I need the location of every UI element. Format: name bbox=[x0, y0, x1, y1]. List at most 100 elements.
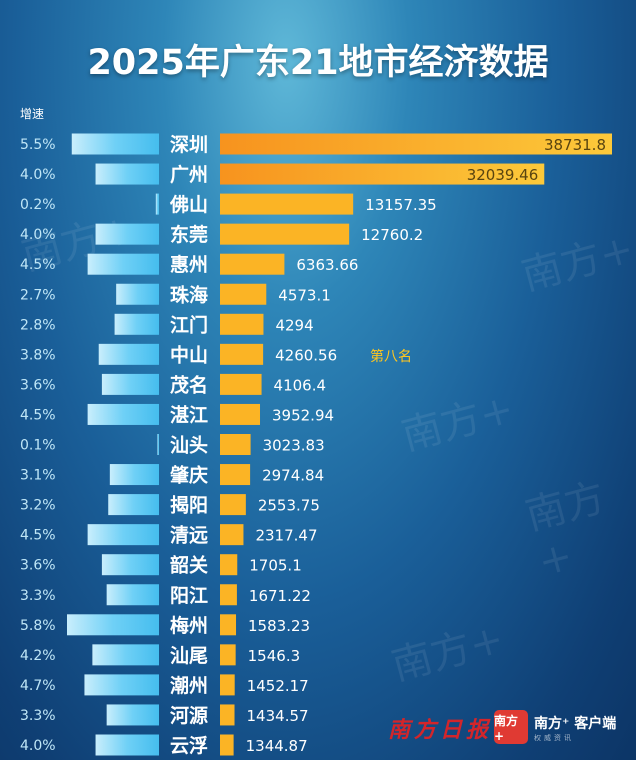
gdp-bar bbox=[220, 524, 244, 546]
growth-bar bbox=[87, 253, 159, 275]
gdp-value-label: 2553.75 bbox=[258, 497, 320, 515]
growth-label: 3.6% bbox=[20, 558, 56, 574]
growth-bar bbox=[87, 403, 159, 425]
gdp-bar bbox=[220, 734, 234, 756]
city-label: 江门 bbox=[170, 313, 208, 336]
gdp-value-label: 1546.3 bbox=[248, 647, 300, 665]
city-label: 梅州 bbox=[170, 614, 208, 637]
gdp-bar bbox=[220, 644, 236, 666]
growth-label: 3.3% bbox=[20, 588, 56, 604]
gdp-bar bbox=[220, 193, 354, 215]
city-label: 广州 bbox=[170, 163, 208, 186]
city-label: 清远 bbox=[170, 524, 208, 547]
growth-label: 4.2% bbox=[20, 648, 56, 664]
growth-label: 5.5% bbox=[20, 137, 56, 153]
growth-label: 4.7% bbox=[20, 678, 56, 694]
annotation-rank: 第八名 bbox=[370, 349, 412, 365]
gdp-bar bbox=[220, 223, 350, 245]
gdp-value-label: 4573.1 bbox=[278, 286, 331, 304]
city-label: 茂名 bbox=[170, 373, 208, 396]
growth-bar bbox=[67, 614, 159, 636]
growth-bar bbox=[116, 283, 159, 305]
growth-label: 0.2% bbox=[20, 197, 56, 213]
growth-bar bbox=[87, 524, 159, 546]
growth-label: 4.0% bbox=[20, 227, 56, 243]
growth-column-header: 增速 bbox=[20, 107, 45, 121]
gdp-bar bbox=[220, 584, 237, 606]
growth-bar bbox=[71, 133, 159, 155]
gdp-bar bbox=[220, 343, 264, 365]
growth-bar bbox=[92, 644, 159, 666]
city-label: 佛山 bbox=[169, 193, 208, 216]
gdp-value-label: 1583.23 bbox=[248, 617, 310, 635]
gdp-value-label: 4260.56 bbox=[275, 346, 337, 364]
gdp-value-label: 1705.1 bbox=[249, 557, 302, 575]
gdp-bar bbox=[220, 674, 235, 696]
city-label: 汕头 bbox=[170, 435, 208, 457]
gdp-bar bbox=[220, 614, 237, 636]
growth-bar bbox=[109, 464, 159, 486]
gdp-value-label: 1671.22 bbox=[249, 587, 311, 605]
city-label: 惠州 bbox=[170, 254, 208, 276]
growth-bar bbox=[157, 434, 159, 455]
gdp-value-label: 32039.46 bbox=[467, 166, 539, 184]
growth-bar bbox=[106, 584, 159, 606]
gdp-bar bbox=[220, 373, 262, 395]
gdp-value-label: 1434.57 bbox=[247, 707, 309, 725]
nanfang-plus-client-label: 南方⁺ 客户端 bbox=[534, 716, 617, 732]
growth-bar bbox=[95, 163, 159, 185]
nanfang-plus-slogan: 权威资讯 bbox=[534, 734, 574, 742]
gdp-value-label: 2317.47 bbox=[255, 527, 317, 545]
growth-bar bbox=[101, 554, 159, 576]
growth-bar bbox=[98, 343, 159, 365]
city-label: 东莞 bbox=[170, 223, 208, 246]
city-label: 云浮 bbox=[170, 734, 208, 757]
gdp-value-label: 1344.87 bbox=[246, 737, 308, 755]
city-label: 深圳 bbox=[170, 133, 208, 156]
growth-bar bbox=[101, 373, 159, 395]
gdp-bar bbox=[220, 253, 285, 275]
growth-bar bbox=[95, 734, 159, 756]
growth-label: 4.5% bbox=[20, 407, 56, 423]
gdp-bar bbox=[220, 163, 545, 185]
city-label: 中山 bbox=[170, 343, 208, 366]
gdp-value-label: 3952.94 bbox=[272, 406, 334, 424]
gdp-bar bbox=[220, 554, 238, 576]
growth-label: 4.0% bbox=[20, 738, 56, 754]
growth-label: 5.8% bbox=[20, 618, 56, 634]
growth-bar bbox=[108, 494, 159, 516]
gdp-value-label: 6363.66 bbox=[296, 256, 358, 274]
gdp-value-label: 4294 bbox=[275, 316, 313, 334]
gdp-bar bbox=[220, 704, 235, 726]
gdp-bar bbox=[220, 283, 267, 305]
gdp-value-label: 12760.2 bbox=[361, 226, 423, 244]
growth-label: 3.3% bbox=[20, 708, 56, 724]
city-label: 潮州 bbox=[170, 675, 208, 697]
growth-label: 3.8% bbox=[20, 347, 56, 363]
gdp-bar bbox=[220, 494, 246, 516]
growth-bar bbox=[95, 223, 159, 245]
gdp-bar bbox=[220, 403, 261, 425]
gdp-value-label: 1452.17 bbox=[247, 677, 309, 695]
growth-bar bbox=[155, 193, 159, 215]
gdp-bar bbox=[220, 133, 612, 155]
gdp-bar bbox=[220, 313, 264, 335]
growth-label: 4.5% bbox=[20, 257, 56, 273]
growth-label: 4.0% bbox=[20, 167, 56, 183]
nanfang-daily-logo: 南方日报 bbox=[388, 717, 493, 743]
gdp-value-label: 38731.8 bbox=[544, 136, 606, 154]
city-label: 韶关 bbox=[170, 554, 208, 577]
city-label: 湛江 bbox=[170, 403, 208, 426]
city-label: 揭阳 bbox=[170, 494, 208, 517]
gdp-value-label: 13157.35 bbox=[365, 196, 437, 214]
gdp-value-label: 4106.4 bbox=[274, 376, 327, 394]
city-label: 汕尾 bbox=[170, 645, 208, 667]
gdp-bar bbox=[220, 434, 251, 455]
growth-bar bbox=[106, 704, 159, 726]
growth-label: 2.8% bbox=[20, 317, 56, 333]
growth-label: 0.1% bbox=[20, 438, 56, 454]
growth-bar bbox=[114, 313, 159, 335]
growth-label: 3.2% bbox=[20, 498, 56, 514]
nanfang-plus-logo-icon: 南方+ bbox=[494, 710, 528, 744]
